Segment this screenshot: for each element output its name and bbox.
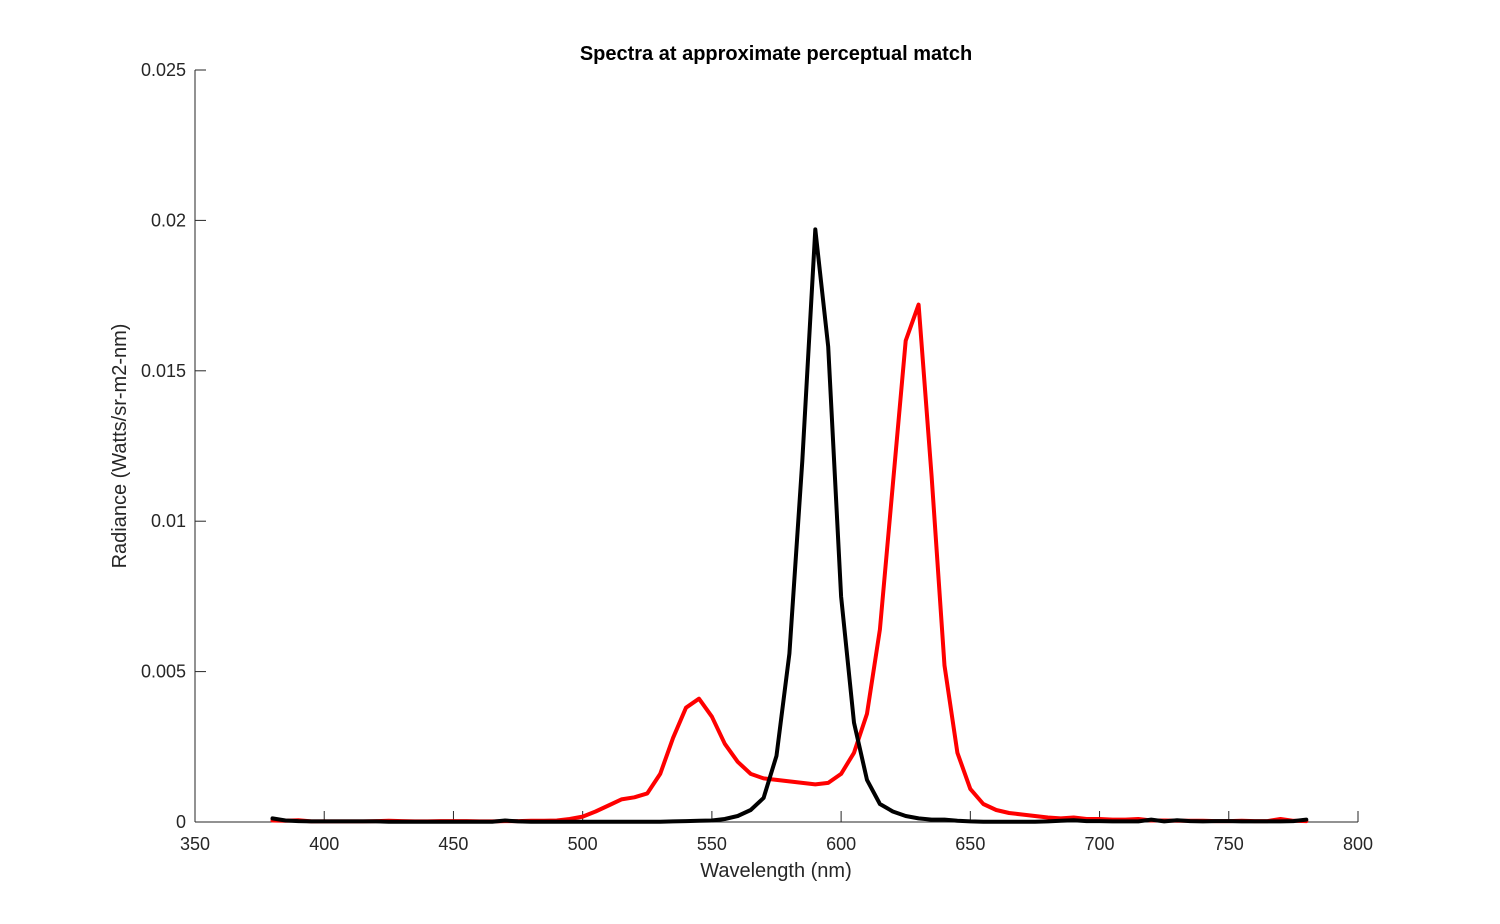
- x-tick-label: 450: [438, 834, 468, 854]
- x-tick-label: 500: [568, 834, 598, 854]
- series-line-2: [270, 227, 1309, 824]
- x-tick-label: 750: [1214, 834, 1244, 854]
- y-tick-label: 0.025: [141, 60, 186, 80]
- y-tick-label: 0.02: [151, 210, 186, 230]
- y-tick-label: 0: [176, 812, 186, 832]
- x-tick-label: 550: [697, 834, 727, 854]
- y-tick-label: 0.015: [141, 361, 186, 381]
- x-axis-label: Wavelength (nm): [700, 860, 852, 882]
- x-tick-label: 350: [180, 834, 210, 854]
- x-tick-label: 700: [1085, 834, 1115, 854]
- plot-area: 350 400 450 500 550 600 650 700 750 800 0 0.005 0.0…: [141, 60, 1373, 854]
- y-tick-label: 0.005: [141, 662, 186, 682]
- chart-title: Spectra at approximate perceptual match: [580, 43, 972, 65]
- x-tick-label: 400: [309, 834, 339, 854]
- y-tick-label: 0.01: [151, 511, 186, 531]
- x-ticks: 350 400 450 500 550 600 650 700 750 800: [180, 811, 1373, 854]
- y-axis-label: Radiance (Watts/sr-m2-nm): [109, 324, 131, 569]
- x-tick-label: 800: [1343, 834, 1373, 854]
- series-group: [270, 227, 1309, 824]
- x-tick-label: 600: [826, 834, 856, 854]
- y-ticks: 0 0.005 0.01 0.015 0.02 0.025: [141, 60, 206, 832]
- x-tick-label: 650: [955, 834, 985, 854]
